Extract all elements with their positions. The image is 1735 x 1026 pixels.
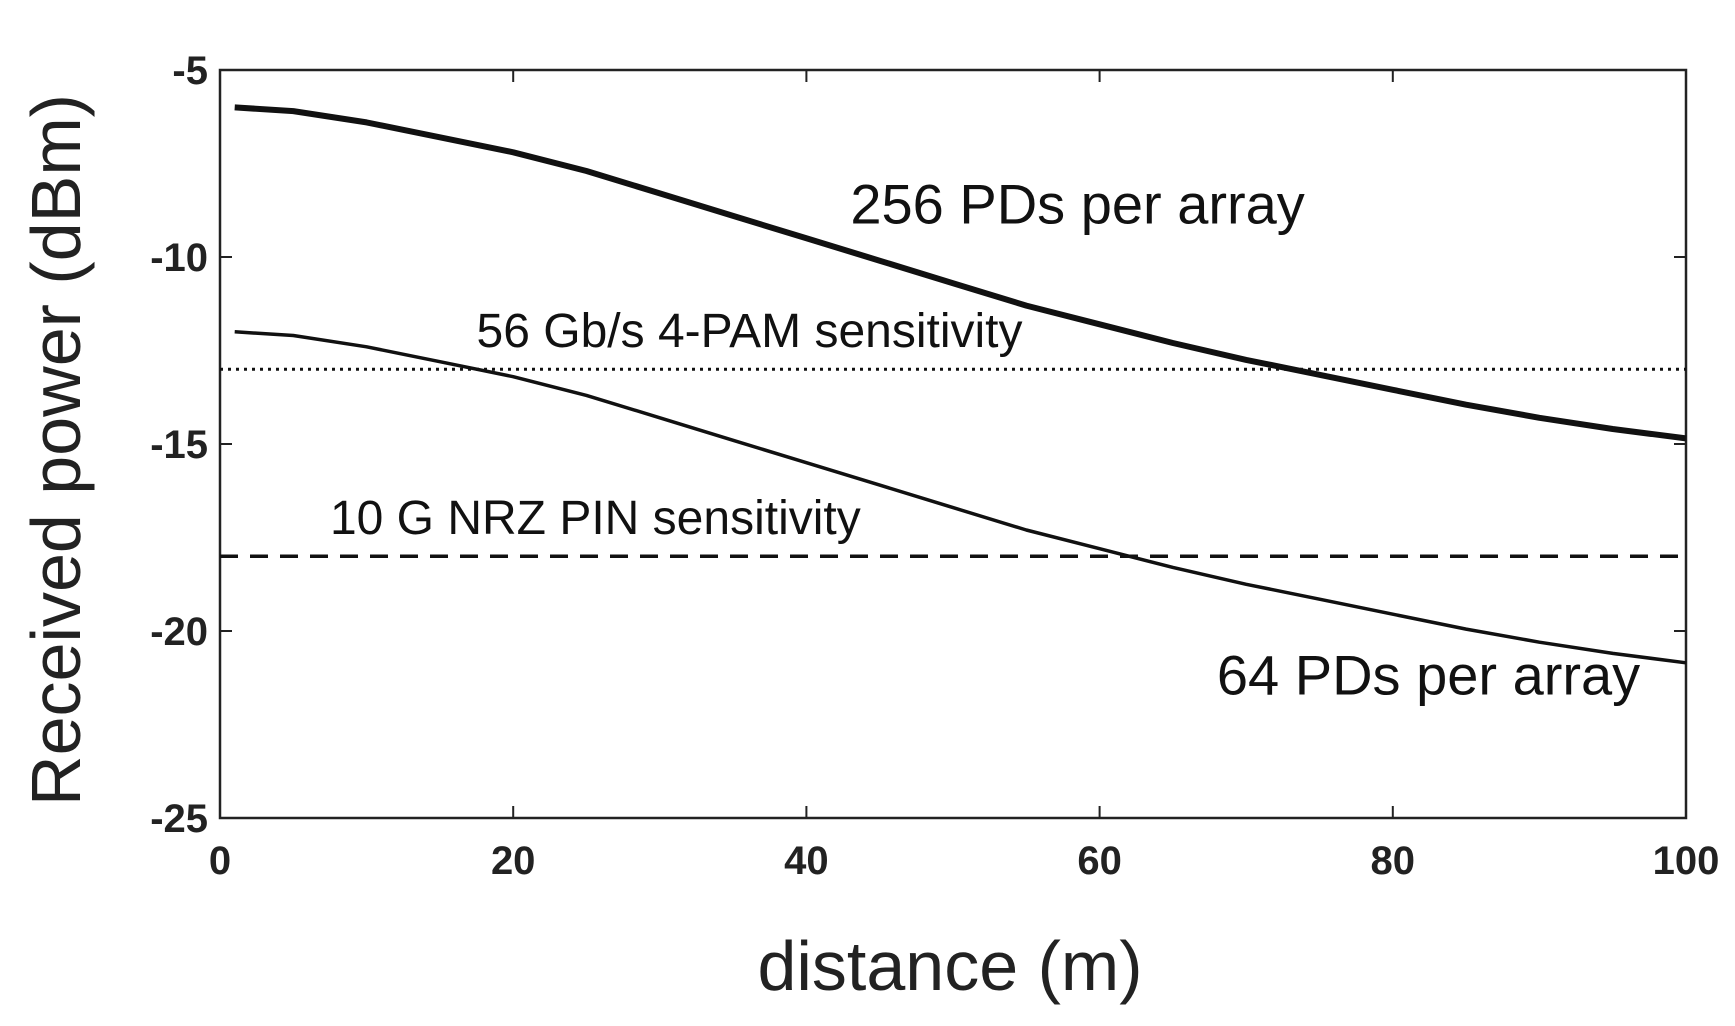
y-tick-label: -10	[150, 236, 208, 280]
x-tick-label: 100	[1653, 839, 1720, 883]
y-axis-title: Received power (dBm)	[17, 94, 95, 806]
x-tick-label: 0	[209, 839, 231, 883]
annotations-layer: 256 PDs per array 56 Gb/s 4-PAM sensitivi…	[330, 172, 1640, 706]
x-tick-label: 40	[784, 839, 829, 883]
x-tick-label: 20	[491, 839, 536, 883]
y-tick-label: -5	[172, 49, 208, 93]
ticks-layer: 0 20 40 60 80 100 -5 -10 -15 -20 -25	[150, 49, 1719, 883]
x-tick-label: 60	[1077, 839, 1122, 883]
series-layer	[220, 104, 1687, 665]
x-axis-title: distance (m)	[757, 927, 1142, 1005]
annotation-label: 10 G NRZ PIN sensitivity	[330, 492, 861, 545]
y-tick-label: -20	[150, 610, 208, 654]
y-tick-label: -15	[150, 423, 208, 467]
y-tick-label: -25	[150, 797, 208, 841]
series-line-64-pds-per-array	[234, 330, 1687, 665]
annotation-label: 256 PDs per array	[850, 172, 1304, 235]
series-line-256-pds-per-array	[234, 104, 1687, 442]
annotation-label: 64 PDs per array	[1217, 644, 1640, 707]
x-tick-label: 80	[1371, 839, 1416, 883]
annotation-label: 56 Gb/s 4-PAM sensitivity	[477, 305, 1023, 358]
